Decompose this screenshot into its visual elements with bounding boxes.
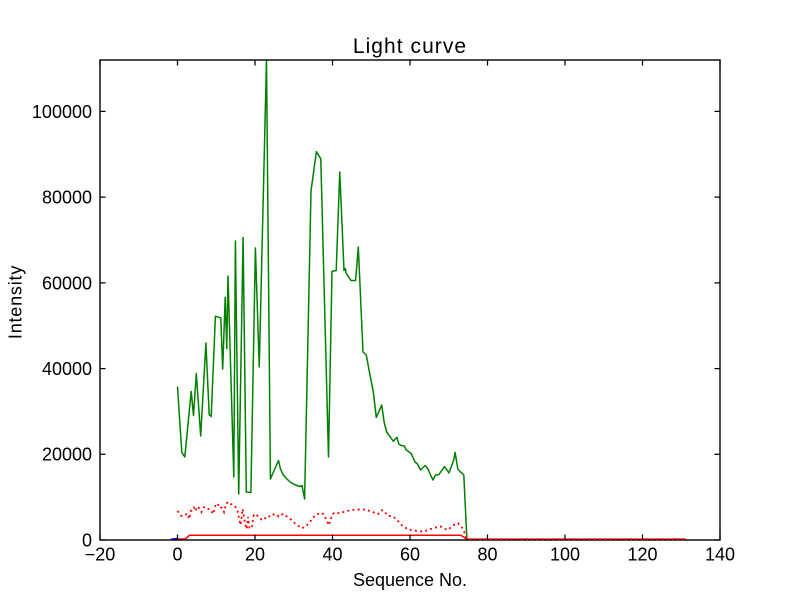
svg-text:−20: −20 — [85, 545, 116, 565]
svg-text:80: 80 — [477, 545, 497, 565]
svg-text:20000: 20000 — [42, 445, 92, 465]
svg-text:60000: 60000 — [42, 273, 92, 293]
svg-text:Intensity: Intensity — [6, 265, 26, 339]
svg-text:0: 0 — [82, 530, 92, 550]
svg-text:60: 60 — [400, 545, 420, 565]
svg-text:100000: 100000 — [32, 102, 92, 122]
svg-text:40: 40 — [322, 545, 342, 565]
svg-text:Sequence No.: Sequence No. — [353, 570, 467, 590]
svg-text:80000: 80000 — [42, 188, 92, 208]
svg-text:0: 0 — [172, 545, 182, 565]
svg-text:140: 140 — [705, 545, 735, 565]
svg-text:20: 20 — [245, 545, 265, 565]
svg-text:40000: 40000 — [42, 359, 92, 379]
svg-text:120: 120 — [627, 545, 657, 565]
svg-text:Light curve: Light curve — [353, 35, 467, 58]
svg-text:100: 100 — [550, 545, 580, 565]
